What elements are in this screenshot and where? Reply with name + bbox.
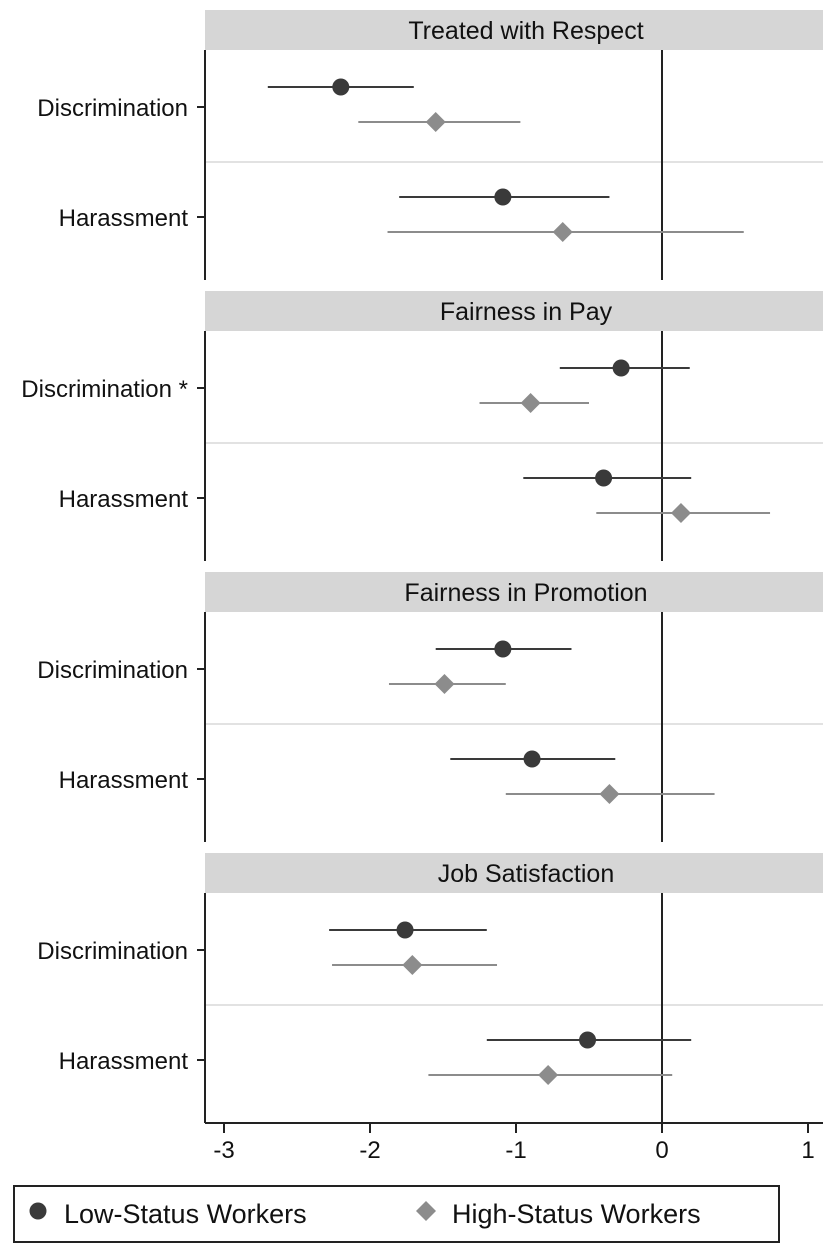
point-high: [670, 503, 691, 523]
x-tick-label: 1: [801, 1137, 814, 1164]
legend-box: [13, 1185, 780, 1243]
legend-label-high: High-Status Workers: [452, 1199, 701, 1229]
point-low: [579, 1031, 597, 1049]
panel-title-job-satisfaction: Job Satisfaction: [438, 860, 615, 888]
x-tick-label: -3: [213, 1137, 234, 1164]
x-tick-label: 0: [655, 1137, 668, 1164]
point-low: [494, 188, 512, 206]
row-label-discrimination: Discrimination *: [21, 376, 188, 403]
row-label-harassment: Harassment: [59, 1048, 189, 1075]
panel-header-fairness-in-pay: [205, 291, 823, 331]
panel-title-fairness-in-pay: Fairness in Pay: [440, 298, 613, 326]
legend-marker-low: [29, 1202, 47, 1220]
point-high: [538, 1065, 559, 1085]
point-high: [599, 784, 620, 804]
panel-header-treated-with-respect: [205, 10, 823, 50]
point-low: [332, 78, 350, 96]
panel-title-treated-with-respect: Treated with Respect: [408, 17, 643, 45]
row-label-harassment: Harassment: [59, 205, 189, 232]
panel-header-job-satisfaction: [205, 853, 823, 893]
panel-header-fairness-in-promotion: [205, 572, 823, 612]
point-low: [494, 640, 512, 658]
row-label-discrimination: Discrimination: [37, 657, 188, 684]
point-high: [402, 955, 423, 975]
legend-label-low: Low-Status Workers: [64, 1199, 307, 1229]
point-low: [595, 469, 613, 487]
panel-title-fairness-in-promotion: Fairness in Promotion: [404, 579, 647, 607]
point-low: [523, 750, 541, 768]
point-high: [520, 393, 541, 413]
point-high: [552, 222, 573, 242]
x-tick-label: -2: [359, 1137, 380, 1164]
row-label-harassment: Harassment: [59, 486, 189, 513]
point-low: [396, 921, 414, 939]
row-label-discrimination: Discrimination: [37, 95, 188, 122]
legend-marker-high: [416, 1201, 436, 1221]
x-tick-label: -1: [505, 1137, 526, 1164]
point-high: [434, 674, 455, 694]
row-label-discrimination: Discrimination: [37, 938, 188, 965]
point-high: [425, 112, 446, 132]
row-label-harassment: Harassment: [59, 767, 189, 794]
point-low: [612, 359, 630, 377]
